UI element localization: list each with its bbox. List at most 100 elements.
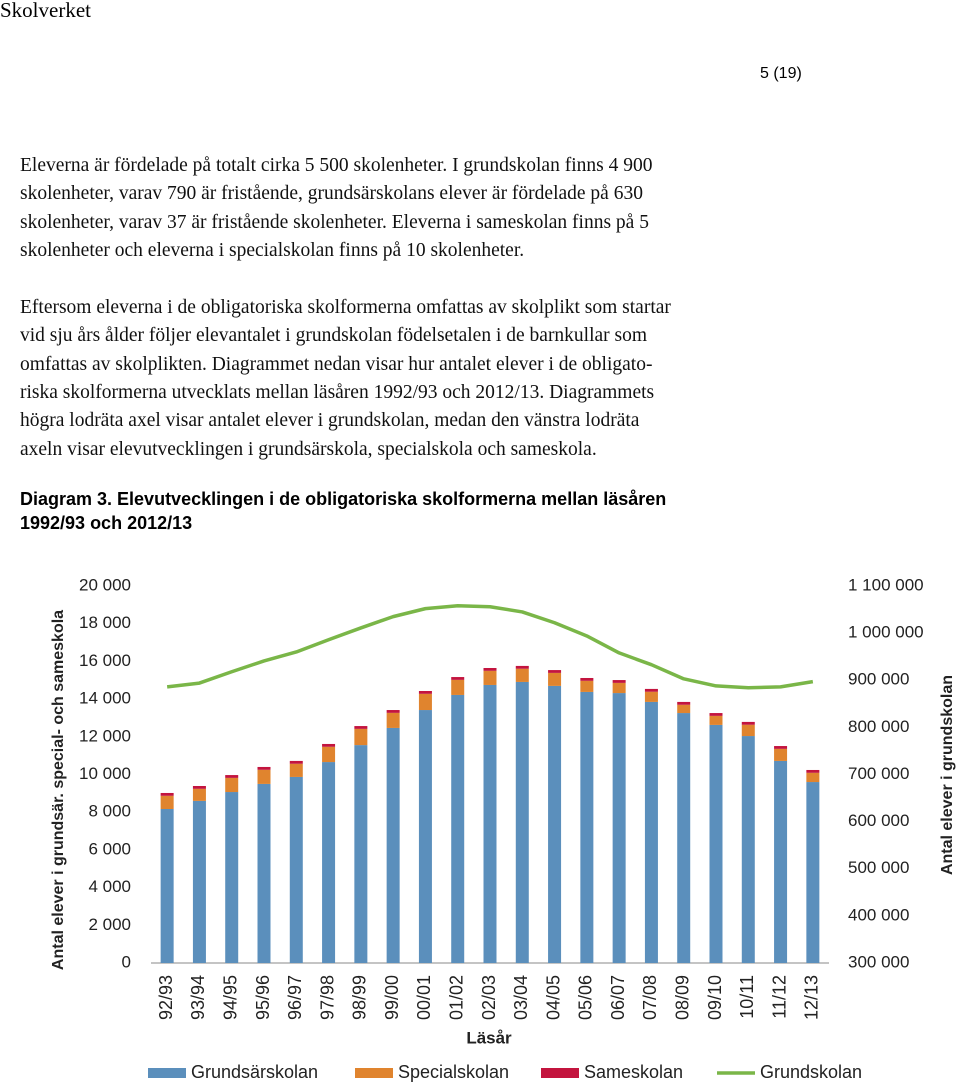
bar-segment	[677, 713, 691, 963]
bar-segment	[741, 736, 755, 963]
bar-segment	[709, 724, 723, 963]
legend-label: Grundskolan	[760, 1062, 862, 1082]
bar-segment	[418, 690, 432, 694]
y-tick-label: 16 000	[79, 651, 131, 670]
bar-segment	[644, 701, 658, 963]
header-org: Skolverket	[0, 0, 91, 22]
bar-segment	[709, 715, 723, 725]
bar-segment	[644, 691, 658, 702]
y2-tick-label: 1 100 000	[848, 575, 924, 594]
bar-segment	[386, 712, 400, 728]
line	[166, 604, 814, 690]
bar-segment	[257, 769, 271, 784]
bar-segment	[322, 746, 336, 763]
y-tick-label: 10 000	[79, 764, 131, 783]
bar-segment	[741, 724, 755, 737]
legend-swatch	[148, 1068, 186, 1078]
bar-segment	[677, 704, 691, 714]
bar-segment	[225, 775, 239, 778]
x-tick-label: 99/00	[382, 975, 402, 1020]
paragraph-line: Eftersom eleverna i de obligatoriska sko…	[20, 297, 671, 318]
bar-segment	[451, 694, 465, 963]
legend-label: Grundsärskolan	[191, 1062, 318, 1082]
y-axis-title: Antal elever i grundsär. special- och sa…	[50, 610, 67, 970]
y-tick-label: 20 000	[79, 575, 131, 594]
bar-segment	[612, 693, 626, 963]
paragraph-line: Eleverna är fördelade på totalt cirka 5 …	[20, 155, 653, 176]
legend-swatch	[355, 1068, 393, 1078]
bar-segment	[160, 795, 174, 809]
legend-label: Specialskolan	[398, 1062, 509, 1082]
bar-segment	[806, 782, 820, 963]
bar-segment	[322, 743, 336, 747]
x-tick-label: 06/07	[608, 975, 628, 1020]
x-tick-label: 94/95	[220, 975, 240, 1020]
paragraph-line: riska skolformerna utvecklats mellan läs…	[20, 381, 655, 403]
bar-segment	[289, 760, 303, 764]
bar-segment	[192, 788, 206, 801]
x-tick-label: 01/02	[446, 975, 466, 1020]
bar-segment	[418, 710, 432, 963]
x-tick-label: 07/08	[640, 975, 660, 1020]
bar-segment	[612, 682, 626, 694]
bar-segment	[709, 713, 723, 716]
bar-segment	[548, 685, 562, 963]
bar-segment	[289, 776, 303, 963]
bar-segment	[192, 785, 206, 789]
bar-segment	[580, 691, 594, 963]
bar-segment	[483, 670, 497, 685]
y2-tick-label: 1 000 000	[848, 623, 924, 642]
paragraph-line: högra lodräta axel visar antalet elever …	[20, 410, 640, 432]
y-tick-label: 0	[122, 952, 131, 971]
bar-segment	[774, 748, 788, 761]
bar-segment	[644, 688, 658, 692]
bar-segment	[225, 777, 239, 793]
bar-segment	[806, 769, 820, 773]
bar-segment	[515, 668, 529, 682]
bar-segment	[354, 728, 368, 746]
bar-segment	[451, 677, 465, 680]
bar-segment	[160, 808, 174, 963]
x-tick-label: 02/03	[479, 975, 499, 1020]
x-tick-label: 96/97	[285, 975, 305, 1020]
bar-segment	[483, 684, 497, 963]
bar-segment	[322, 762, 336, 963]
bar-segment	[386, 727, 400, 963]
y-tick-label: 8 000	[88, 802, 131, 821]
paragraph-line: vid sju års ålder följer elevantalet i g…	[20, 325, 648, 347]
bar-segment	[483, 667, 497, 671]
bar-segment	[257, 783, 271, 963]
paragraph-line: omfattas av skolplikten. Diagrammet neda…	[20, 353, 653, 375]
bar-segment	[515, 681, 529, 963]
bar-segment	[612, 680, 626, 683]
page-number: 5 (19)	[760, 65, 802, 82]
x-tick-label: 98/99	[350, 975, 370, 1020]
chart: 0 2 000 4 000 6 000 8 000 10 000 12 000 14 000 1…	[50, 575, 956, 1082]
bar-segment	[741, 721, 755, 725]
diagram-caption: 1992/93 och 2012/13	[20, 513, 193, 533]
bar-segment	[774, 746, 788, 749]
bar-segment	[418, 693, 432, 711]
x-axis-title: Läsår	[466, 1028, 512, 1047]
y-tick-label: 18 000	[79, 613, 131, 632]
bar-segment	[257, 766, 271, 770]
x-tick-label: 10/11	[737, 975, 757, 1019]
y-tick-label: 2 000	[88, 915, 131, 934]
bar-segment	[774, 760, 788, 963]
bar-segment	[548, 672, 562, 686]
diagram-caption: Diagram 3. Elevutvecklingen i de obligat…	[20, 489, 667, 509]
x-tick-label: 04/05	[543, 975, 563, 1020]
y2-tick-label: 400 000	[848, 905, 909, 924]
bar-segment	[451, 679, 465, 695]
x-tick-label: 11/12	[769, 975, 789, 1019]
bar-segment	[354, 726, 368, 729]
legend-label: Sameskolan	[584, 1062, 683, 1082]
bar-segment	[386, 710, 400, 713]
legend-swatch	[541, 1068, 579, 1078]
x-tick-label: 95/96	[253, 975, 273, 1020]
bar-segment	[160, 792, 174, 796]
y2-tick-label: 700 000	[848, 764, 909, 783]
x-tick-label: 93/94	[188, 975, 208, 1020]
bar-segment	[548, 670, 562, 673]
